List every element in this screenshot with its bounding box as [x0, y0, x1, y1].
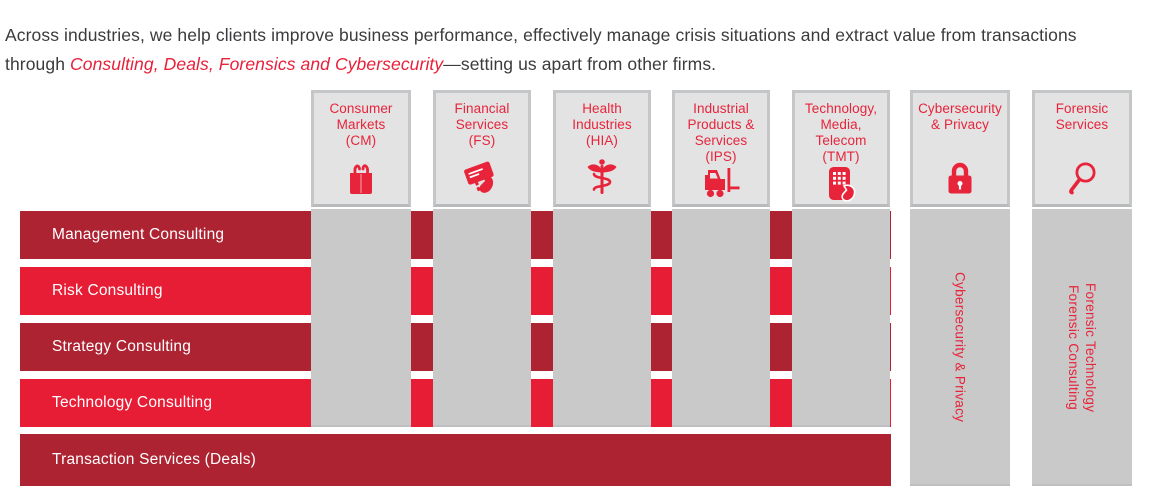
padlock-icon	[944, 160, 976, 196]
header-line: Consumer	[329, 101, 393, 116]
column-body-technology-media-telecom-tmt	[792, 209, 890, 427]
row-label: Management Consulting	[52, 226, 225, 243]
header-line: Financial	[454, 101, 510, 116]
intro-text: Across industries, we help clients impro…	[5, 21, 1133, 79]
header-line: Products &	[687, 117, 755, 132]
column-header-label: Financial Services (FS)	[455, 93, 510, 149]
header-line: & Privacy	[931, 117, 989, 132]
smartphone-tap-icon	[825, 165, 857, 203]
header-line: (FS)	[468, 133, 496, 148]
magnifying-glass-icon	[1065, 160, 1099, 196]
header-line: Technology,	[804, 101, 878, 116]
column-body-cybersecurity-privacy	[910, 209, 1010, 486]
header-line: Health	[582, 101, 622, 116]
vertical-label-forensic-consulting: Forensic Consulting	[1066, 284, 1081, 410]
column-header-cybersecurity-privacy: Cybersecurity & Privacy	[910, 90, 1010, 207]
column-header-label: Forensic Services	[1056, 93, 1109, 133]
vertical-label-forensic-technology: Forensic Technology	[1083, 282, 1098, 413]
column-header-label: Health Industries (HIA)	[572, 93, 632, 149]
column-header-label: Industrial Products & Services (IPS)	[687, 93, 754, 165]
caduceus-icon	[585, 158, 619, 196]
column-header-industrial-products-services-ips: Industrial Products & Services (IPS)	[672, 90, 770, 207]
intro-highlight: Consulting, Deals, Forensics and Cyberse…	[70, 53, 444, 74]
forklift-icon	[701, 165, 741, 201]
header-line: Services	[694, 133, 748, 148]
header-line: Cybersecurity	[918, 101, 1002, 116]
column-header-label: Consumer Markets (CM)	[329, 93, 392, 149]
payment-card-icon	[462, 158, 502, 196]
column-header-label: Cybersecurity & Privacy	[918, 93, 1002, 133]
header-line: (HIA)	[586, 133, 618, 148]
intro-part1: Across industries, we help clients impro…	[5, 24, 1077, 74]
vertical-label-cybersecurity-privacy: Cybersecurity & Privacy	[952, 272, 968, 423]
column-body-industrial-products-services-ips	[672, 209, 770, 427]
header-line: Industrial	[693, 101, 749, 116]
header-line: Services	[1055, 117, 1109, 132]
row-label: Strategy Consulting	[52, 338, 192, 355]
column-header-label: Technology, Media, Telecom (TMT)	[805, 93, 877, 165]
header-line: (TMT)	[822, 149, 860, 164]
column-header-health-industries-hia: Health Industries (HIA)	[553, 90, 651, 207]
column-header-technology-media-telecom-tmt: Technology, Media, Telecom (TMT)	[792, 90, 890, 207]
row-label: Risk Consulting	[52, 282, 163, 299]
row-label: Technology Consulting	[52, 394, 213, 411]
row-label: Transaction Services (Deals)	[52, 451, 257, 468]
vertical-labels-cybersecurity-privacy: Cybersecurity & Privacy	[910, 209, 1010, 486]
column-header-consumer-markets-cm: Consumer Markets (CM)	[311, 90, 411, 207]
column-body-health-industries-hia	[553, 209, 651, 427]
header-line: (IPS)	[705, 149, 737, 164]
row-transaction-services-deals: Transaction Services (Deals)	[20, 434, 891, 486]
header-line: Media,	[820, 117, 862, 132]
column-header-forensic-services: Forensic Services	[1032, 90, 1132, 207]
header-line: Forensic	[1055, 101, 1109, 116]
header-line: Telecom	[815, 133, 867, 148]
intro-part2: —setting us apart from other firms.	[443, 53, 717, 74]
vertical-labels-forensic-services: Forensic Consulting Forensic Technology	[1032, 209, 1132, 486]
column-body-forensic-services	[1032, 209, 1132, 486]
header-line: Services	[455, 117, 509, 132]
column-body-financial-services-fs	[433, 209, 531, 427]
header-line: Industries	[572, 117, 632, 132]
shopping-bag-icon	[345, 161, 377, 196]
column-header-financial-services-fs: Financial Services (FS)	[433, 90, 531, 207]
column-body-consumer-markets-cm	[311, 209, 411, 427]
header-line: (CM)	[345, 133, 377, 148]
header-line: Markets	[336, 117, 386, 132]
